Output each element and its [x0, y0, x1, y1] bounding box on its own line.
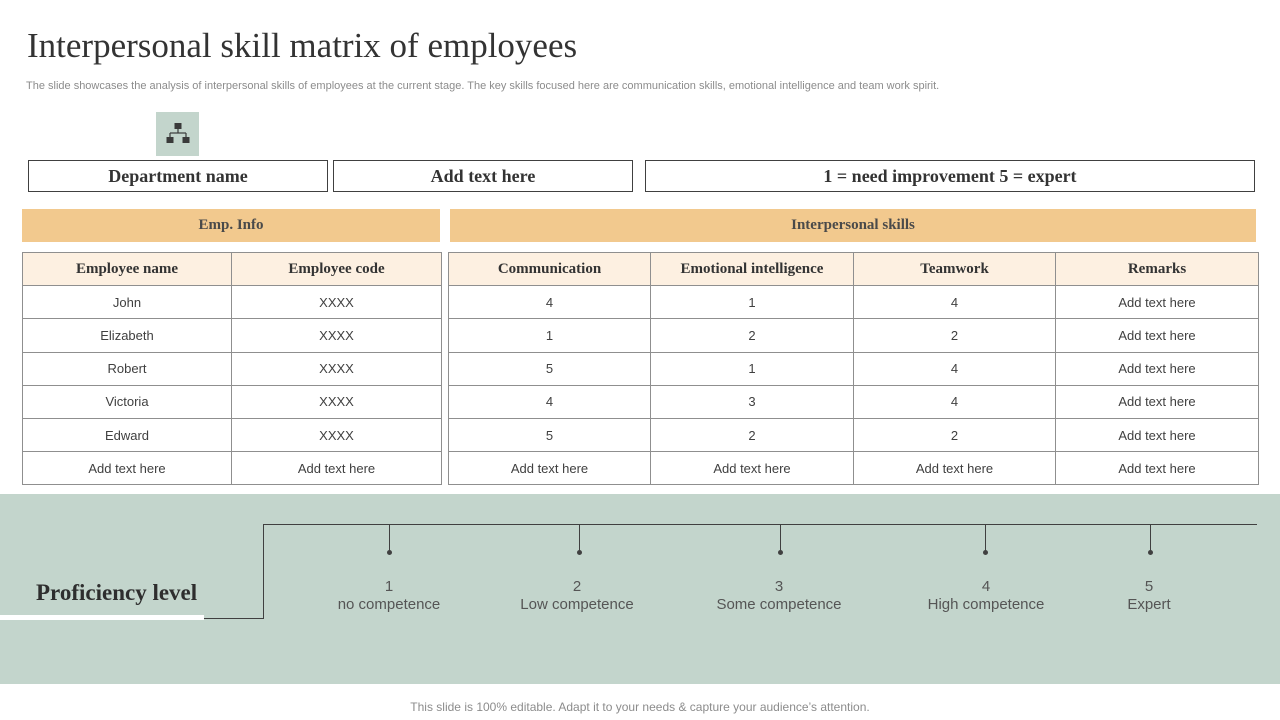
level-number: 4: [981, 578, 991, 595]
footer-note: This slide is 100% editable. Adapt it to…: [410, 700, 870, 714]
communication-cell: 1: [448, 318, 651, 353]
connector-line: [263, 524, 264, 619]
column-header-remarks: Remarks: [1055, 251, 1259, 287]
employee-info-table: Employee name Employee code John XXXX El…: [22, 251, 442, 486]
emotional-intelligence-cell: 2: [650, 318, 854, 353]
remarks-cell: Add text here: [1055, 318, 1259, 353]
interpersonal-skills-table: Communication Emotional intelligence Tea…: [448, 251, 1259, 486]
level-label: Expert: [1127, 596, 1171, 613]
level-item: 2 Low competence: [497, 578, 657, 614]
employee-name-cell: Add text here: [22, 451, 232, 486]
table-row: 1 2 2 Add text here: [448, 318, 1259, 353]
level-tick: [780, 524, 781, 552]
remarks-cell: Add text here: [1055, 451, 1259, 486]
title-underline: [0, 615, 204, 620]
emotional-intelligence-cell: 1: [650, 285, 854, 320]
add-text-box: Add text here: [333, 160, 633, 192]
level-item: 4 High competence: [906, 578, 1066, 614]
table-row: 4 3 4 Add text here: [448, 384, 1259, 419]
employee-name-cell: Elizabeth: [22, 318, 232, 353]
teamwork-cell: 4: [853, 351, 1056, 386]
page-subtitle: The slide showcases the analysis of inte…: [26, 80, 940, 92]
level-tick: [1150, 524, 1151, 552]
scale-legend-box: 1 = need improvement 5 = expert: [645, 160, 1255, 192]
level-item: 1 no competence: [309, 578, 469, 614]
level-number: 1: [384, 578, 394, 595]
level-item: 3 Some competence: [699, 578, 859, 614]
emotional-intelligence-cell: 3: [650, 384, 854, 419]
level-label: no competence: [337, 596, 441, 613]
communication-cell: 5: [448, 417, 651, 453]
level-tick: [579, 524, 580, 552]
table-row: John XXXX: [22, 285, 442, 320]
employee-name-cell: John: [22, 285, 232, 320]
teamwork-cell: 2: [853, 417, 1056, 453]
table-row: Add text here Add text here Add text her…: [448, 451, 1259, 486]
level-label: High competence: [927, 596, 1045, 613]
table-row: Victoria XXXX: [22, 384, 442, 419]
employee-name-cell: Edward: [22, 417, 232, 453]
employee-code-cell: XXXX: [231, 384, 442, 419]
proficiency-band: [0, 494, 1280, 684]
column-header-communication: Communication: [448, 251, 651, 287]
timeline-line: [263, 524, 1257, 525]
interpersonal-skills-header: Interpersonal skills: [450, 209, 1256, 242]
table-row: Edward XXXX: [22, 417, 442, 453]
table-header-row: Communication Emotional intelligence Tea…: [448, 251, 1259, 287]
emotional-intelligence-cell: 1: [650, 351, 854, 386]
communication-cell: 4: [448, 384, 651, 419]
remarks-cell: Add text here: [1055, 417, 1259, 453]
department-name-box: Department name: [28, 160, 328, 192]
emotional-intelligence-cell: 2: [650, 417, 854, 453]
employee-code-cell: XXXX: [231, 351, 442, 386]
table-row: Robert XXXX: [22, 351, 442, 386]
communication-cell: Add text here: [448, 451, 651, 486]
level-dot: [577, 550, 582, 555]
remarks-cell: Add text here: [1055, 384, 1259, 419]
connector-line: [204, 618, 264, 619]
employee-code-cell: XXXX: [231, 318, 442, 353]
table-row: 5 2 2 Add text here: [448, 417, 1259, 453]
column-header-teamwork: Teamwork: [853, 251, 1056, 287]
level-dot: [983, 550, 988, 555]
table-row: Elizabeth XXXX: [22, 318, 442, 353]
column-header-employee-code: Employee code: [231, 251, 442, 287]
employee-code-cell: Add text here: [231, 451, 442, 486]
level-item: 5 Expert: [1069, 578, 1229, 614]
employee-code-cell: XXXX: [231, 285, 442, 320]
employee-code-cell: XXXX: [231, 417, 442, 453]
teamwork-cell: Add text here: [853, 451, 1056, 486]
level-tick: [985, 524, 986, 552]
emp-info-header: Emp. Info: [22, 209, 440, 242]
communication-cell: 4: [448, 285, 651, 320]
teamwork-cell: 2: [853, 318, 1056, 353]
remarks-cell: Add text here: [1055, 351, 1259, 386]
table-row: 4 1 4 Add text here: [448, 285, 1259, 320]
teamwork-cell: 4: [853, 384, 1056, 419]
level-dot: [778, 550, 783, 555]
table-row: Add text here Add text here: [22, 451, 442, 486]
level-dot: [1148, 550, 1153, 555]
page-title: Interpersonal skill matrix of employees: [27, 26, 578, 65]
emotional-intelligence-cell: Add text here: [650, 451, 854, 486]
level-label: Some competence: [716, 596, 842, 613]
level-number: 3: [774, 578, 784, 595]
communication-cell: 5: [448, 351, 651, 386]
employee-name-cell: Robert: [22, 351, 232, 386]
level-number: 5: [1144, 578, 1154, 595]
table-header-row: Employee name Employee code: [22, 251, 442, 287]
employee-name-cell: Victoria: [22, 384, 232, 419]
proficiency-title: Proficiency level: [36, 580, 198, 605]
level-number: 2: [572, 578, 582, 595]
level-tick: [389, 524, 390, 552]
level-label: Low competence: [520, 596, 634, 613]
column-header-employee-name: Employee name: [22, 251, 232, 287]
remarks-cell: Add text here: [1055, 285, 1259, 320]
teamwork-cell: 4: [853, 285, 1056, 320]
org-chart-icon: [156, 112, 199, 156]
column-header-emotional-intelligence: Emotional intelligence: [650, 251, 854, 287]
table-row: 5 1 4 Add text here: [448, 351, 1259, 386]
level-dot: [387, 550, 392, 555]
